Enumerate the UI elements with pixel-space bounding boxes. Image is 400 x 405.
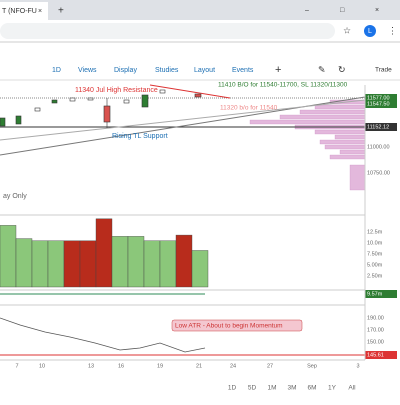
atr-axis-label: 170.00	[367, 327, 384, 333]
volume-axis-label: 5.00m	[367, 262, 383, 268]
legend-fragment: ay Only	[3, 193, 27, 200]
atr-axis-label: 190.00	[367, 315, 384, 321]
tab[interactable]	[0, 2, 48, 20]
price-badge	[365, 100, 397, 108]
volume-bar	[95, 218, 113, 288]
trade-button[interactable]: Trade	[375, 67, 392, 74]
range-button[interactable]: 3M	[287, 385, 296, 392]
annotation: 11410 B/O for 11540-11700, SL 11320/1130…	[218, 82, 348, 89]
toolbar-item[interactable]: Events	[232, 67, 254, 74]
x-axis-label: 16	[118, 363, 124, 369]
profile-avatar[interactable]	[364, 25, 376, 37]
range-button[interactable]: 1M	[267, 385, 276, 392]
x-axis-label: 19	[157, 363, 163, 369]
volume-bar	[79, 240, 97, 288]
volume-bar	[15, 238, 33, 288]
volume-axis-label: 7.50m	[367, 251, 383, 257]
volume-bar	[31, 240, 49, 288]
volume-axis-label: 12.5m	[367, 229, 383, 235]
refresh-icon[interactable]: ↻	[338, 64, 346, 74]
toolbar-item[interactable]: 1D	[52, 67, 61, 74]
x-axis-label: 21	[196, 363, 202, 369]
toolbar-item[interactable]: Views	[78, 67, 97, 74]
volume-axis-label: 10.0m	[367, 240, 383, 246]
menu-icon[interactable]: ⋮	[388, 25, 397, 35]
window-close[interactable]: ×	[375, 7, 379, 14]
annotation: 11340 Jul High Resistance	[75, 87, 158, 94]
volume-bar	[143, 240, 161, 288]
tab-strip	[0, 0, 400, 20]
price-panel	[0, 85, 365, 190]
price-badge	[365, 123, 397, 131]
volume-bar	[0, 225, 17, 288]
tab-title: T (NFO-FU	[2, 8, 37, 15]
atr-axis-label: 150.00	[367, 339, 384, 345]
range-button[interactable]: All	[348, 385, 356, 392]
omnibox[interactable]	[0, 23, 335, 39]
volume-axis-label: 2.50m	[367, 273, 383, 279]
x-axis-label: 27	[267, 363, 273, 369]
toolbar-item[interactable]: Studies	[155, 67, 179, 74]
candles	[0, 89, 202, 128]
annotation: Rising TL Support	[112, 133, 168, 140]
atr-value: 145.61	[367, 352, 384, 358]
price-label: 11152.12	[367, 124, 389, 130]
volume-bar	[47, 240, 65, 288]
volume-bar	[175, 234, 193, 288]
volume-bar	[111, 236, 129, 288]
range-button[interactable]: 1D	[228, 385, 237, 392]
price-label: 10750.00	[367, 170, 390, 176]
toolbar-item[interactable]: Display	[114, 67, 137, 74]
annotation: 11320 b/o for 11540	[220, 105, 278, 112]
volume-bar	[191, 250, 209, 288]
price-label: 11577.00	[367, 95, 390, 101]
new-tab[interactable]: +	[58, 6, 64, 17]
volume-bar	[127, 236, 145, 288]
x-axis-label: 13	[88, 363, 94, 369]
x-axis-label: 7	[15, 363, 18, 369]
tab-close[interactable]: ×	[38, 8, 42, 15]
price-badge	[365, 94, 397, 102]
annotation-box	[171, 319, 303, 332]
x-axis-label: 24	[230, 363, 236, 369]
trend-line	[0, 99, 366, 141]
indicator-value: 9.57m	[367, 291, 383, 297]
range-button[interactable]: 5D	[248, 385, 257, 392]
draw-icon[interactable]: ✎	[318, 64, 326, 74]
atr-badge	[365, 351, 397, 359]
toolbar-item[interactable]: Layout	[194, 67, 215, 74]
resistance-line	[149, 84, 231, 99]
volume-bar	[63, 240, 81, 288]
range-button[interactable]: 6M	[307, 385, 316, 392]
x-axis-label: 3	[356, 363, 359, 369]
indicator-badge	[365, 290, 397, 298]
window-min[interactable]: –	[305, 7, 309, 14]
chart-toolbar: 1D Views Display Studies Layout Events + ✎ ↻ Trad…	[52, 64, 392, 76]
toolbar-plus[interactable]: +	[275, 64, 281, 76]
price-label: 11000.00	[367, 144, 390, 150]
price-label: 11547.50	[367, 101, 390, 107]
atr-line	[0, 317, 206, 353]
profile-initial: L	[368, 28, 372, 35]
x-axis-label: 10	[39, 363, 45, 369]
x-axis-label: Sep	[307, 363, 317, 369]
annotation: Low ATR - About to begin Momentum	[175, 323, 283, 330]
volume-bar	[159, 240, 177, 288]
range-button[interactable]: 1Y	[328, 385, 337, 392]
window-max[interactable]: □	[340, 7, 345, 14]
star-icon[interactable]: ☆	[343, 25, 351, 35]
